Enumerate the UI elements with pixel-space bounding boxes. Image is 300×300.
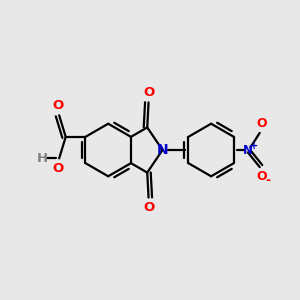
Text: O: O xyxy=(143,201,154,214)
Text: N: N xyxy=(243,143,253,157)
Text: H: H xyxy=(37,152,48,165)
Text: O: O xyxy=(256,170,266,183)
Text: O: O xyxy=(256,117,266,130)
Text: +: + xyxy=(250,141,258,151)
Text: -: - xyxy=(265,174,270,187)
Text: N: N xyxy=(157,143,168,157)
Text: O: O xyxy=(52,162,64,175)
Text: O: O xyxy=(52,99,64,112)
Text: O: O xyxy=(143,85,154,99)
